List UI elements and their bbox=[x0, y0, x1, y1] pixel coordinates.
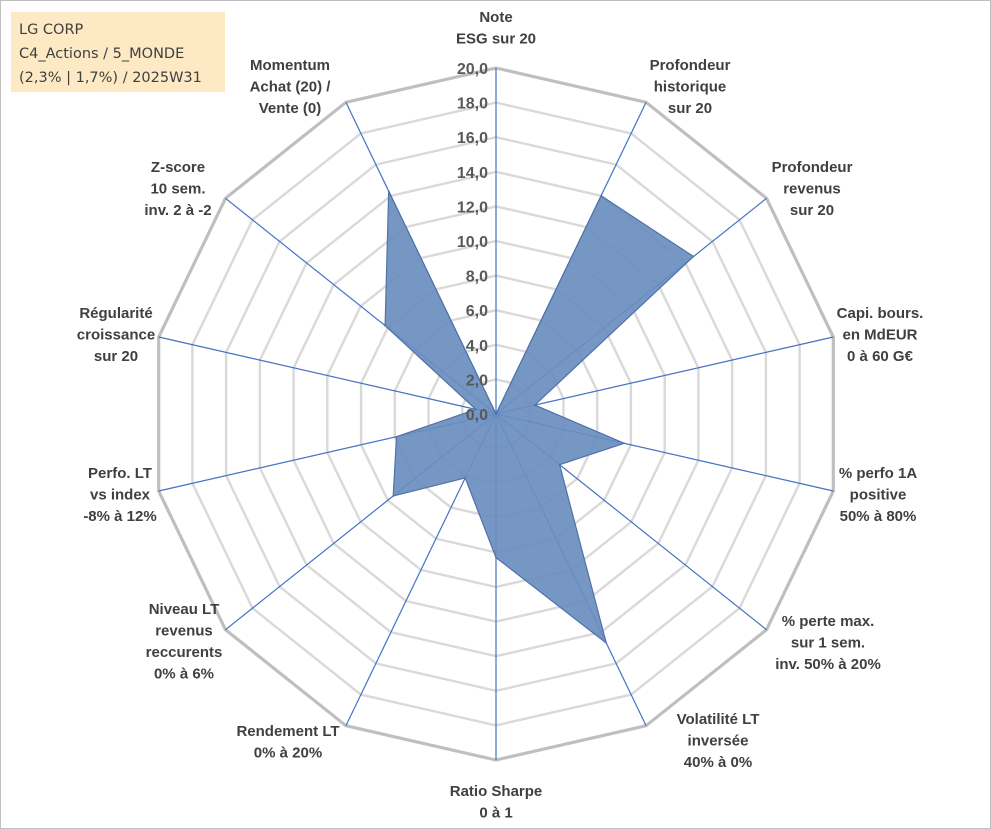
axis-label: 0 à 1 bbox=[479, 805, 512, 822]
axis-label: Profondeur bbox=[650, 57, 731, 74]
spoke bbox=[495, 336, 834, 415]
tick-label: 2,0 bbox=[466, 372, 488, 389]
axis-label: Note bbox=[479, 9, 512, 26]
axis-label: Achat (20) / bbox=[250, 79, 332, 96]
axis-label: % perfo 1A bbox=[839, 465, 918, 482]
axis-label: Vente (0) bbox=[259, 100, 322, 117]
axis-label: 50% à 80% bbox=[840, 508, 917, 525]
data-point bbox=[692, 255, 695, 258]
axis-label: sur 20 bbox=[790, 202, 834, 219]
tick-label: 10,0 bbox=[457, 234, 488, 251]
spoke bbox=[158, 336, 497, 415]
data-point bbox=[384, 324, 386, 327]
radar-series bbox=[384, 190, 695, 645]
axis-label: Niveau LT bbox=[149, 601, 220, 618]
axis-label: reccurents bbox=[146, 644, 223, 661]
axis-label: Ratio Sharpe bbox=[450, 783, 543, 800]
data-point bbox=[392, 495, 395, 497]
axis-label: Momentum bbox=[250, 57, 330, 74]
data-point bbox=[534, 404, 536, 406]
info-box: LG CORP C4_Actions / 5_MONDE (2,3% | 1,7… bbox=[11, 12, 225, 92]
axis-label: inversée bbox=[688, 733, 749, 750]
data-point bbox=[495, 413, 497, 415]
axis-label: vs index bbox=[90, 487, 151, 504]
axis-label: Rendement LT bbox=[236, 723, 339, 740]
axis-label: % perte max. bbox=[782, 613, 875, 630]
tick-label: 8,0 bbox=[466, 269, 488, 286]
axis-label: sur 20 bbox=[94, 348, 138, 365]
data-point bbox=[605, 642, 608, 644]
tick-label: 12,0 bbox=[457, 199, 488, 216]
axis-label: positive bbox=[850, 487, 907, 504]
info-details: (2,3% | 1,7%) / 2025W31 bbox=[19, 70, 202, 86]
axis-labels: Note ESG sur 20 Profondeur historique sur 20… bbox=[77, 9, 924, 822]
axis-label: Z-score bbox=[151, 159, 205, 176]
data-point bbox=[623, 442, 625, 445]
tick-label: 14,0 bbox=[457, 165, 488, 182]
axis-label: historique bbox=[654, 79, 727, 96]
data-point bbox=[395, 435, 398, 438]
data-point bbox=[475, 408, 477, 411]
data-point bbox=[464, 477, 467, 479]
axis-label: sur 20 bbox=[668, 100, 712, 117]
axis-label: Régularité bbox=[79, 305, 152, 322]
axis-label: 0 à 60 G€ bbox=[847, 348, 914, 365]
data-point bbox=[387, 190, 390, 192]
axis-label: ESG sur 20 bbox=[456, 31, 536, 48]
axis-label: Volatilité LT bbox=[677, 711, 760, 728]
data-point bbox=[558, 463, 561, 466]
radial-tick-labels: 0,0 2,0 4,0 6,0 8,0 10,0 12,0 14,0 16,0 18,0 20,0 bbox=[457, 61, 488, 424]
tick-label: 4,0 bbox=[466, 338, 488, 355]
axis-label: 0% à 20% bbox=[254, 745, 322, 762]
axis-label: en MdEUR bbox=[843, 327, 918, 344]
axis-label: -8% à 12% bbox=[83, 508, 156, 525]
tick-label: 6,0 bbox=[466, 303, 488, 320]
tick-label: 20,0 bbox=[457, 61, 488, 78]
series-area bbox=[384, 190, 695, 645]
info-category: C4_Actions / 5_MONDE bbox=[19, 46, 185, 62]
axis-label: inv. 50% à 20% bbox=[775, 656, 881, 673]
axis-label: revenus bbox=[783, 181, 841, 198]
axis-label: sur 1 sem. bbox=[791, 635, 865, 652]
tick-label: 0,0 bbox=[466, 407, 488, 424]
tick-label: 18,0 bbox=[457, 96, 488, 113]
info-title: LG CORP bbox=[19, 22, 84, 38]
axis-label: 40% à 0% bbox=[684, 754, 752, 771]
data-point bbox=[600, 195, 602, 197]
axis-label: 10 sem. bbox=[150, 181, 205, 198]
axis-label: inv. 2 à -2 bbox=[144, 202, 211, 219]
axis-label: Capi. bours. bbox=[837, 305, 924, 322]
axis-label: Perfo. LT bbox=[88, 465, 152, 482]
tick-label: 16,0 bbox=[457, 130, 488, 147]
axis-label: Profondeur bbox=[772, 159, 853, 176]
data-point bbox=[495, 556, 497, 559]
axis-label: 0% à 6% bbox=[154, 666, 214, 683]
axis-label: croissance bbox=[77, 327, 155, 344]
axis-label: revenus bbox=[155, 623, 213, 640]
